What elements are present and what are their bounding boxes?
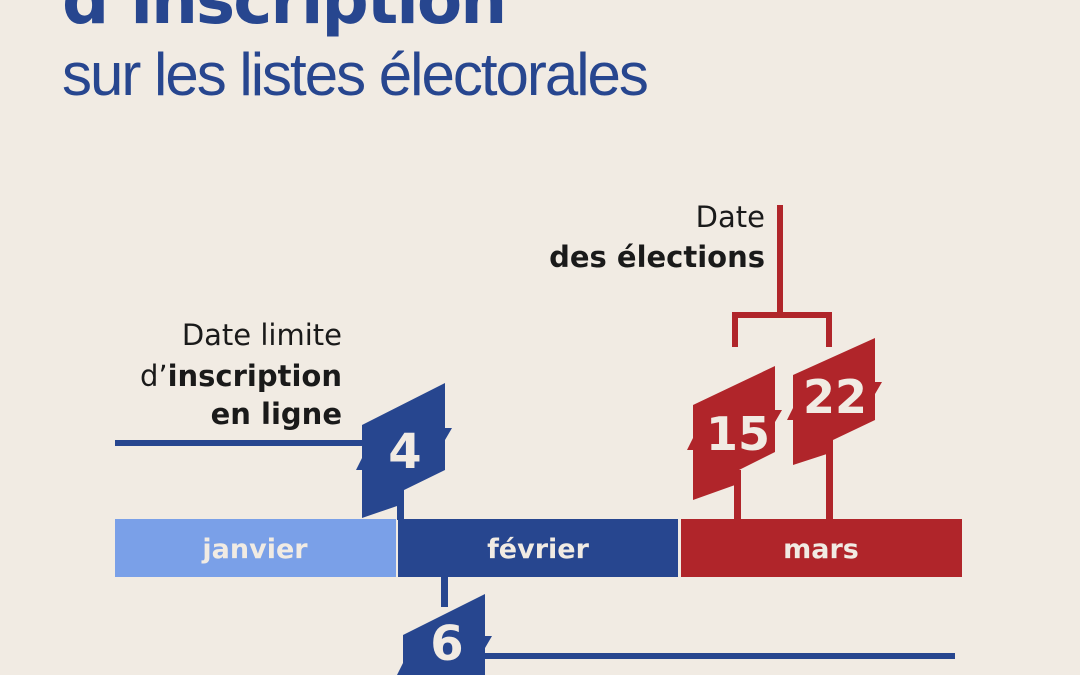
month-label-janvier: janvier bbox=[201, 534, 308, 565]
online-deadline-label-2: d’inscription bbox=[140, 359, 342, 393]
connector-22 bbox=[826, 440, 833, 520]
deadline-6-line bbox=[480, 653, 955, 659]
month-fevrier bbox=[398, 519, 678, 577]
month-janvier bbox=[115, 519, 396, 577]
online-deadline-line bbox=[115, 440, 365, 446]
prefix: d’ bbox=[139, 359, 168, 393]
title-line-2: sur les listes électorales bbox=[62, 41, 649, 108]
badge-4: 4 bbox=[356, 383, 452, 518]
bracket-arm-right bbox=[826, 312, 832, 347]
month-label-mars: mars bbox=[783, 534, 859, 565]
elections-label-2: des élections bbox=[549, 240, 765, 274]
day-22: 22 bbox=[803, 370, 867, 424]
connector-6 bbox=[441, 577, 448, 607]
day-4: 4 bbox=[388, 424, 421, 480]
online-deadline-label-3: en ligne bbox=[210, 397, 342, 431]
badge-22: 22 bbox=[787, 338, 882, 465]
elections-label-1: Date bbox=[695, 200, 765, 234]
connector-15 bbox=[734, 470, 741, 520]
elections-stem bbox=[777, 205, 783, 315]
online-deadline-label-1: Date limite bbox=[181, 318, 342, 352]
bracket-arm-left bbox=[732, 312, 738, 347]
month-label-fevrier: février bbox=[487, 534, 590, 565]
day-6: 6 bbox=[430, 616, 463, 672]
bold-word: inscription bbox=[167, 359, 342, 393]
elections-bracket bbox=[732, 312, 832, 318]
day-15: 15 bbox=[706, 407, 770, 461]
badge-15: 15 bbox=[687, 366, 782, 500]
badge-6: 6 bbox=[397, 594, 492, 675]
connector-4 bbox=[397, 490, 404, 520]
title-line-1: d’inscription bbox=[62, 0, 507, 39]
month-mars bbox=[681, 519, 962, 577]
